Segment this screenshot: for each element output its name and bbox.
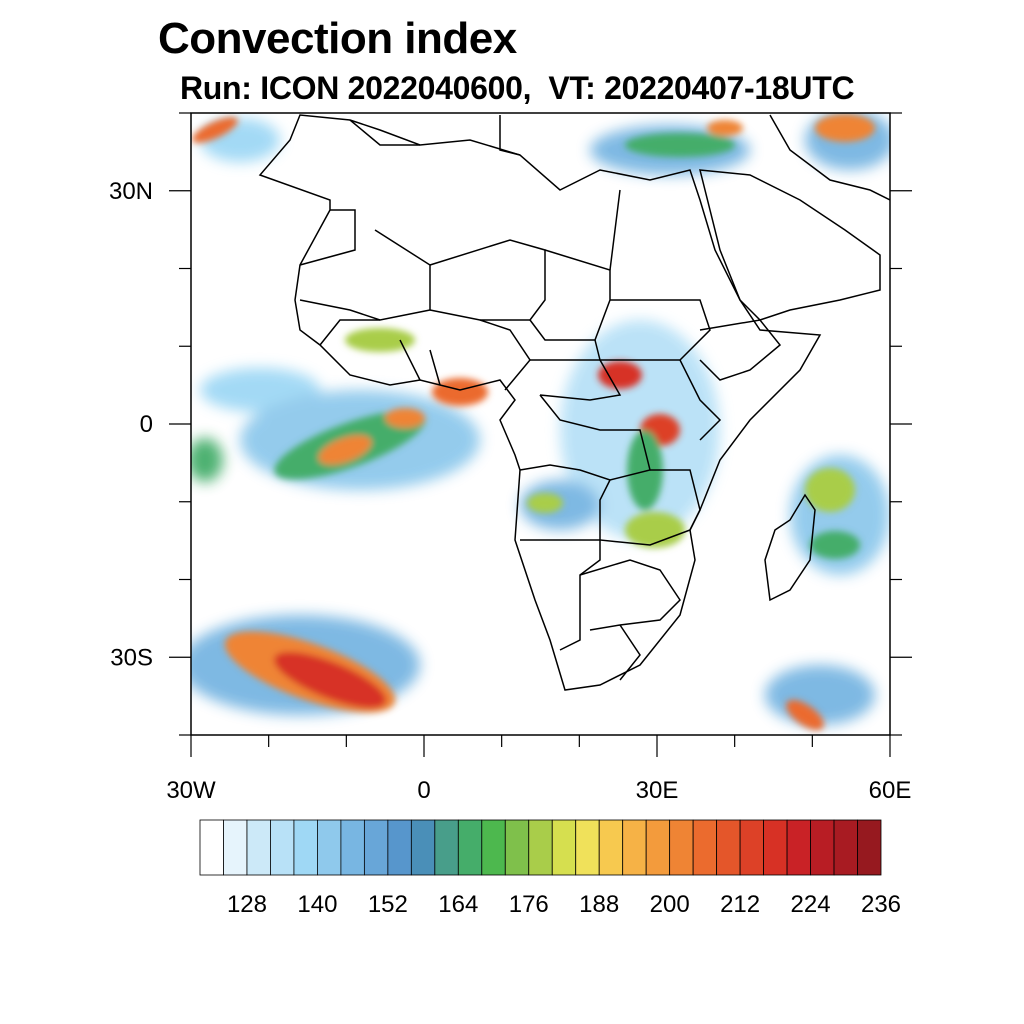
colorbar-swatch <box>763 819 788 876</box>
core-gulf-guinea-orange-1 <box>318 435 372 465</box>
colorbar-swatch <box>270 819 295 876</box>
africa-outline <box>258 114 822 691</box>
colorbar-swatch <box>223 819 248 876</box>
arabian-peninsula-outline <box>699 169 881 321</box>
colorbar-swatch <box>504 819 530 876</box>
core-madagascar-south <box>810 531 860 559</box>
colorbar-swatch <box>387 819 412 876</box>
colorbar-swatch <box>810 819 835 876</box>
colorbar-label: 224 <box>791 891 831 918</box>
colorbar-label: 212 <box>720 891 760 918</box>
y-tick-label: 0 <box>140 411 153 438</box>
border-niger <box>429 239 546 321</box>
y-tick-label: 30N <box>109 178 153 205</box>
core-sahel-west <box>345 328 415 352</box>
colorbar-swatch <box>528 819 553 876</box>
x-tick-label: 0 <box>417 777 430 804</box>
colorbar-swatch <box>786 819 811 876</box>
field-west-edge <box>191 438 223 482</box>
colorbar-swatch <box>716 819 741 876</box>
colorbar-label: 176 <box>509 891 549 918</box>
colorbar-swatch <box>481 819 506 876</box>
y-tick-label: 30S <box>110 644 153 671</box>
core-gulf-guinea-orange-2 <box>385 408 425 428</box>
core-levant-green <box>625 133 735 157</box>
axis-labels: 30W 0 30E 60E 30N 0 30S <box>109 178 911 804</box>
border-west-africa-1 <box>319 319 380 346</box>
colorbar-label: 188 <box>579 891 619 918</box>
colorbar-label: 200 <box>650 891 690 918</box>
colorbar-swatch <box>293 819 318 876</box>
border-mali-mauritania <box>299 229 431 321</box>
colorbar-swatch <box>410 819 436 876</box>
border-sudan <box>594 299 711 361</box>
core-sw-indian-orange <box>786 699 824 731</box>
colorbar-label: 140 <box>297 891 337 918</box>
madagascar-outline <box>764 493 816 602</box>
border-iraq-iran <box>769 114 890 201</box>
border-tunisia <box>499 115 521 156</box>
colorbar-swatch <box>598 819 624 876</box>
core-levant-orange <box>707 120 743 136</box>
border-morocco-algeria <box>349 119 420 146</box>
core-zambia <box>625 512 685 548</box>
colorbar-label: 128 <box>227 891 267 918</box>
axis-ticks <box>169 112 912 757</box>
colorbar-swatch <box>833 819 858 876</box>
colorbar-swatch <box>622 819 647 876</box>
colorbar-swatch <box>199 819 224 876</box>
core-madagascar-north <box>805 468 855 512</box>
convection-field <box>191 113 890 731</box>
border-chad <box>529 249 611 341</box>
border-libya-egypt <box>609 189 621 271</box>
border-kenya-uganda <box>679 359 722 441</box>
core-nigeria-coast <box>432 378 488 406</box>
colorbar-swatch <box>645 819 671 876</box>
x-tick-label: 30E <box>636 777 679 804</box>
map-subtitle: Run: ICON 2022040600, VT: 20220407-18UTC <box>180 70 855 106</box>
border-ethiopia <box>699 319 782 381</box>
border-nigeria <box>479 319 531 391</box>
core-angola-yellow <box>527 493 563 513</box>
border-western-sahara <box>299 209 356 266</box>
core-nw-atlantic-orange <box>192 117 238 143</box>
colorbar-swatch <box>857 819 882 876</box>
colorbar-swatch <box>739 819 764 876</box>
core-south-sudan <box>598 361 642 389</box>
colorbar-swatch <box>317 819 342 876</box>
colorbar-swatch <box>669 819 694 876</box>
map-title: Convection index <box>158 14 517 63</box>
colorbar-swatch <box>246 819 271 876</box>
colorbar-label: 164 <box>438 891 478 918</box>
border-tanzania-zambia <box>599 469 701 546</box>
colorbar-swatch <box>363 819 389 876</box>
colorbar-swatch <box>340 819 365 876</box>
colorbar-label: 152 <box>368 891 408 918</box>
colorbar-swatch <box>575 819 600 876</box>
border-namibia <box>520 539 601 651</box>
border-botswana <box>579 559 681 631</box>
core-rift-green <box>627 430 663 510</box>
core-south-atlantic-red <box>273 652 387 708</box>
border-south-africa <box>619 624 641 681</box>
core-arabia-orange <box>815 114 875 142</box>
border-car <box>530 359 622 401</box>
country-boundaries <box>258 114 890 691</box>
colorbar <box>199 819 882 876</box>
x-tick-label: 60E <box>869 777 912 804</box>
border-west-africa-2 <box>399 339 421 381</box>
colorbar-swatch <box>692 819 718 876</box>
colorbar-swatch <box>551 819 577 876</box>
colorbar-labels: 128 140 152 164 176 188 200 212 224 236 <box>227 891 901 918</box>
border-west-africa-3 <box>429 349 441 386</box>
colorbar-label: 236 <box>861 891 901 918</box>
colorbar-swatch <box>457 819 483 876</box>
x-tick-label: 30W <box>166 777 216 804</box>
colorbar-swatch <box>434 819 459 876</box>
